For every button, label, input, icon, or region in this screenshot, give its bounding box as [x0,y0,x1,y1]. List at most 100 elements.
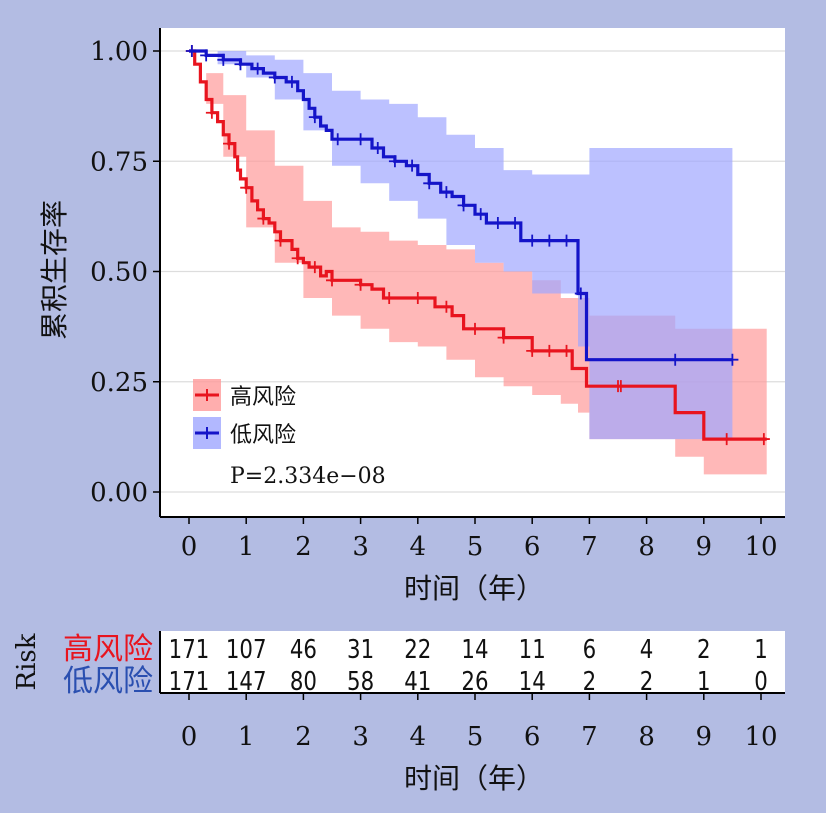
censor-mark-high-risk [757,433,770,446]
risk-count: 1 [754,634,768,665]
legend-label-high-risk: 高风险 [230,385,296,410]
risk-count: 0 [754,666,768,697]
censor-mark-high-risk [240,181,253,194]
censor-mark-low-risk [388,155,401,168]
risk-count: 46 [290,634,317,665]
confidence-band-low-risk [189,51,733,440]
risk-count: 31 [347,634,374,665]
censor-mark-high-risk [326,274,338,287]
risk-x-tick-label: 8 [638,722,655,752]
censor-mark-high-risk [469,322,481,335]
censor-mark-low-risk [491,216,504,229]
censor-mark-low-risk [423,177,436,190]
censor-mark-high-risk [720,433,733,446]
censor-mark-high-risk [274,234,287,247]
legend-censor-low-risk [201,427,213,439]
risk-x-tick-label: 9 [696,722,713,752]
x-tick-label: 6 [524,532,541,562]
censor-mark-low-risk [371,142,384,155]
risk-count: 14 [519,666,546,697]
censor-mark-low-risk [440,186,453,199]
censor-mark-low-risk [509,216,522,229]
censor-mark-low-risk [406,159,419,172]
x-tick-label: 3 [352,532,369,562]
risk-count: 14 [461,634,488,665]
risk-x-tick-label: 3 [352,722,369,752]
risk-count: 171 [169,634,210,665]
censor-mark-high-risk [560,344,573,357]
censor-mark-low-risk [543,234,556,247]
censor-mark-low-risk [526,234,539,247]
censor-mark-low-risk [268,71,281,84]
censor-mark-low-risk [217,53,230,66]
risk-count: 147 [226,666,267,697]
censor-mark-low-risk [308,111,321,124]
censor-mark-high-risk [497,331,510,344]
y-tick-label: 0.00 [90,478,148,508]
censor-mark-low-risk [726,353,739,366]
censor-mark-high-risk [354,278,367,291]
censor-mark-low-risk [285,75,298,88]
risk-count: 11 [519,634,546,665]
legend-label-low-risk: 低风险 [230,423,296,448]
x-tick-label: 0 [181,532,198,562]
x-tick-label: 10 [744,532,777,562]
y-tick-label: 0.75 [90,147,148,177]
risk-x-tick-label: 1 [238,722,255,752]
censor-mark-low-risk [200,49,213,62]
censor-mark-high-risk [526,344,539,357]
risk-table-panel [160,631,785,693]
x-tick-label: 1 [238,532,255,562]
y-axis-title: 累积生存率 [38,200,71,340]
censor-mark-high-risk [291,252,304,265]
risk-x-tick-label: 7 [581,722,598,752]
risk-side-label: Risk [12,633,42,690]
risk-count: 26 [461,666,488,697]
risk-row-label-high-risk: 高风险 [63,632,153,667]
censor-mark-high-risk [440,300,453,313]
censor-mark-high-risk [308,261,321,274]
y-tick-label: 0.25 [90,368,148,398]
risk-count: 171 [169,666,210,697]
risk-count: 58 [347,666,374,697]
risk-count: 2 [697,634,711,665]
x-tick-label: 2 [295,532,312,562]
risk-x-axis-title: 时间（年） [404,762,544,795]
censor-mark-high-risk [614,380,627,393]
censor-mark-low-risk [669,353,682,366]
risk-x-tick-label: 0 [181,722,198,752]
censor-mark-low-risk [331,133,344,146]
censor-mark-high-risk [257,212,270,225]
x-tick-label: 4 [410,532,427,562]
censor-mark-high-risk [205,106,218,119]
x-tick-label: 5 [467,532,484,562]
risk-count: 22 [404,634,431,665]
risk-count: 41 [404,666,431,697]
censor-mark-low-risk [457,199,470,212]
p-value-label: P=2.334e−08 [230,464,386,489]
y-tick-label: 0.50 [90,258,148,288]
x-axis-title: 时间（年） [404,572,544,605]
risk-x-tick-label: 6 [524,722,541,752]
risk-count: 2 [583,666,597,697]
x-tick-label: 7 [581,532,598,562]
risk-count: 1 [697,666,711,697]
risk-count: 80 [290,666,317,697]
risk-row-label-low-risk: 低风险 [63,664,153,699]
legend-censor-high-risk [201,389,213,401]
x-tick-label: 9 [696,532,713,562]
x-tick-label: 8 [638,532,655,562]
risk-x-tick-label: 10 [744,722,777,752]
censor-mark-low-risk [574,287,587,300]
risk-x-tick-label: 5 [467,722,484,752]
risk-x-tick-label: 4 [410,722,427,752]
censor-mark-low-risk [354,133,367,146]
risk-count: 2 [640,666,654,697]
risk-count: 107 [226,634,267,665]
censor-mark-high-risk [543,344,556,357]
censor-mark-high-risk [411,291,424,304]
risk-x-tick-label: 2 [295,722,312,752]
censor-mark-high-risk [383,291,396,304]
